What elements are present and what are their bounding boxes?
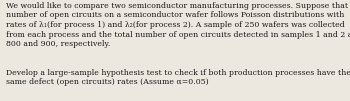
- Text: We would like to compare two semiconductor manufacturing processes. Suppose that: We would like to compare two semiconduct…: [6, 2, 350, 48]
- Text: Develop a large-sample hypothesis test to check if both production processes hav: Develop a large-sample hypothesis test t…: [6, 69, 350, 86]
